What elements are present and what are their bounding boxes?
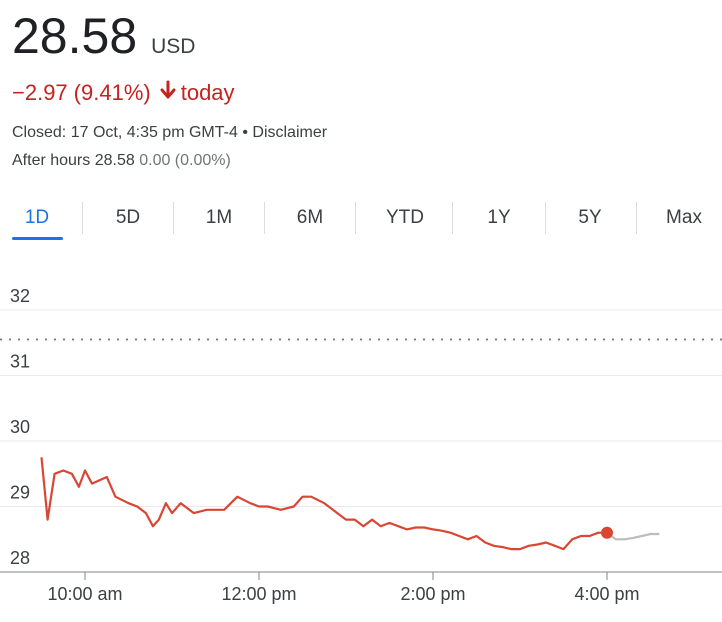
- after-hours-price: 28.58: [94, 152, 135, 169]
- x-axis-labels: 10:00 am 12:00 pm 2:00 pm 4:00 pm: [47, 572, 640, 604]
- tab-1y[interactable]: 1Y: [487, 207, 511, 228]
- x-tick-label: 12:00 pm: [221, 584, 296, 604]
- currency-label: USD: [151, 35, 196, 58]
- y-tick-label: 29: [10, 483, 30, 503]
- disclaimer-link[interactable]: Disclaimer: [252, 124, 328, 141]
- tab-ytd[interactable]: YTD: [386, 207, 424, 228]
- x-tick-label: 4:00 pm: [574, 584, 639, 604]
- price-chart[interactable]: 28 29 30 31 32 10:00 am 12:00 pm 2:00 pm 4:00 p…: [0, 280, 722, 622]
- y-tick-label: 31: [10, 352, 30, 372]
- close-marker: [601, 526, 613, 539]
- change-percent: (9.41%): [73, 80, 151, 105]
- y-tick-label: 28: [10, 548, 30, 568]
- price-line: [40, 457, 607, 551]
- change-value: −2.97: [12, 80, 68, 105]
- tab-1d[interactable]: 1D: [24, 207, 50, 228]
- after-hours-label: After hours: [12, 152, 91, 169]
- market-status: Closed: 17 Oct, 4:35 pm GMT-4 • Disclaim…: [12, 124, 327, 142]
- tab-divider: [636, 202, 637, 234]
- after-hours-change: 0.00 (0.00%): [139, 152, 231, 169]
- grid-lines: [0, 309, 722, 507]
- tab-5y[interactable]: 5Y: [578, 207, 602, 228]
- tab-divider: [264, 202, 265, 234]
- tab-5d[interactable]: 5D: [115, 207, 141, 228]
- price-header: 28.58 USD: [12, 6, 195, 66]
- arrow-down-icon: [159, 80, 177, 106]
- after-hours-line: [606, 531, 660, 541]
- price-change: −2.97 (9.41%) today: [12, 80, 235, 106]
- after-hours-info: After hours 28.58 0.00 (0.00%): [12, 152, 231, 170]
- current-price: 28.58: [12, 8, 138, 64]
- active-tab-indicator: [12, 237, 63, 240]
- closed-text: Closed: 17 Oct, 4:35 pm GMT-4: [12, 124, 238, 141]
- y-axis-labels: 28 29 30 31 32: [10, 286, 30, 568]
- tab-max[interactable]: Max: [666, 207, 702, 228]
- y-tick-label: 30: [10, 417, 30, 437]
- tab-divider: [355, 202, 356, 234]
- y-tick-label: 32: [10, 286, 30, 306]
- tab-divider: [173, 202, 174, 234]
- range-tabs: 1D 5D 1M 6M YTD 1Y 5Y Max: [0, 196, 722, 244]
- tab-1m[interactable]: 1M: [205, 207, 233, 228]
- separator: •: [242, 124, 248, 141]
- tab-divider: [82, 202, 83, 234]
- tab-divider: [545, 202, 546, 234]
- tab-divider: [452, 202, 453, 234]
- tab-6m[interactable]: 6M: [296, 207, 324, 228]
- change-period: today: [180, 80, 235, 105]
- x-tick-label: 2:00 pm: [400, 584, 465, 604]
- x-tick-label: 10:00 am: [47, 584, 122, 604]
